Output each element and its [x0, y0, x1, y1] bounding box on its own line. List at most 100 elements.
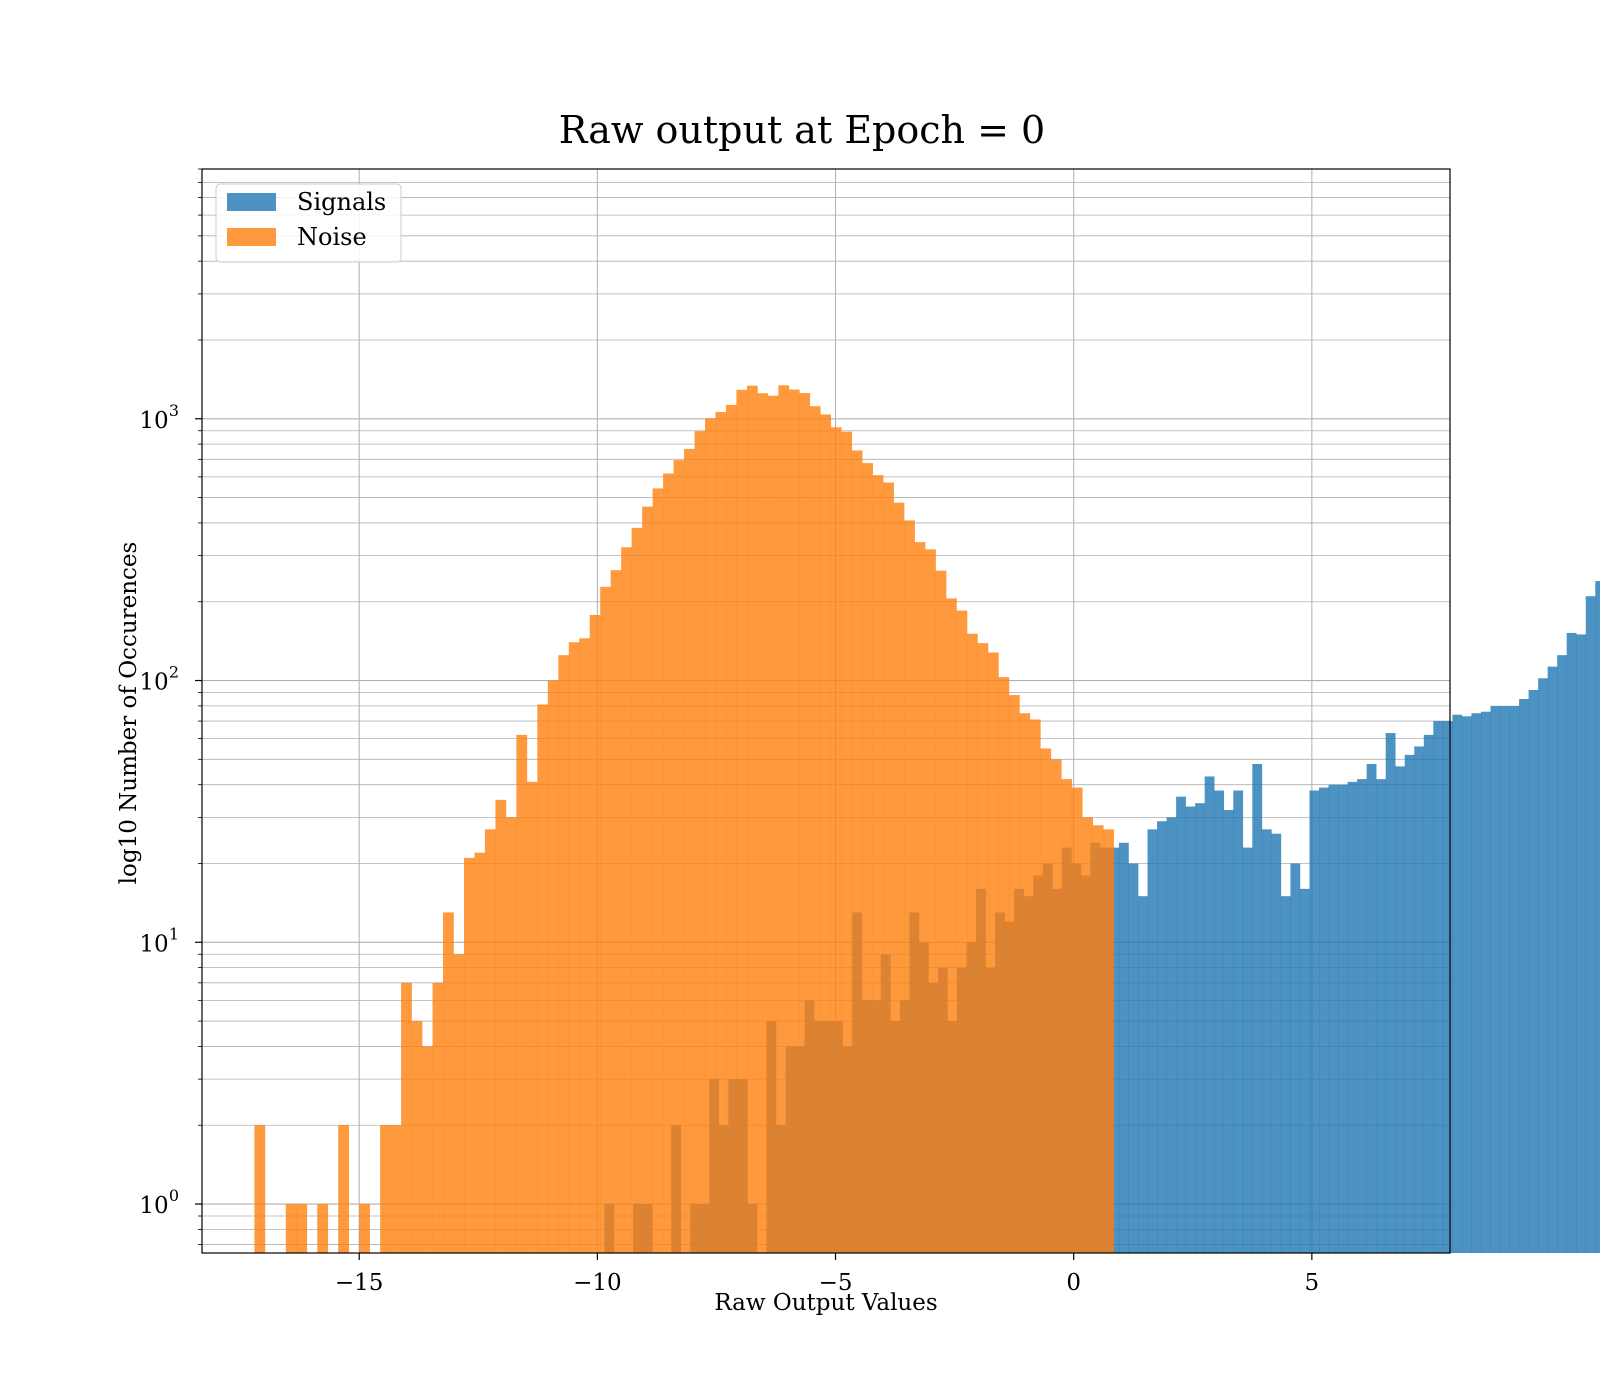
- histogram-bar: [1233, 790, 1244, 1253]
- histogram-bar: [1319, 787, 1329, 1253]
- histogram-bar: [663, 473, 674, 1253]
- histogram-bar: [736, 389, 748, 1253]
- histogram-bar: [694, 431, 706, 1254]
- legend-swatch-noise: [227, 228, 276, 246]
- histogram-bar: [484, 829, 496, 1253]
- histogram-bar: [1299, 888, 1310, 1253]
- x-tick-label: −10: [573, 1270, 622, 1296]
- histogram-bar: [1223, 810, 1234, 1253]
- histogram-bar: [1423, 734, 1434, 1253]
- histogram-bar: [505, 817, 517, 1253]
- histogram-bar: [621, 547, 632, 1253]
- histogram-bar: [851, 450, 863, 1253]
- x-tick-label: 0: [1066, 1270, 1081, 1296]
- y-axis-label: log10 Number of Occurences: [116, 542, 142, 885]
- plot-frame: [201, 168, 1451, 1254]
- histogram-bar: [1176, 796, 1186, 1253]
- histogram-bar: [1338, 784, 1348, 1253]
- histogram-bar: [925, 549, 936, 1253]
- histogram-bar: [652, 488, 664, 1253]
- x-tick-label: −5: [819, 1270, 853, 1296]
- histogram-bar: [1185, 806, 1196, 1253]
- histogram-bar: [904, 520, 915, 1253]
- histogram-bar: [1576, 634, 1587, 1253]
- histogram-bar: [631, 527, 643, 1253]
- histogram-bar: [474, 852, 486, 1253]
- histogram-bar: [610, 570, 622, 1253]
- histogram-bar: [1528, 690, 1539, 1253]
- y-tick-exponent: 3: [169, 401, 179, 420]
- histogram-bar: [977, 643, 989, 1253]
- histogram-bar: [1071, 787, 1083, 1253]
- histogram-bar: [1500, 705, 1510, 1253]
- histogram-bar: [883, 482, 894, 1253]
- histogram-bar: [401, 982, 412, 1253]
- histogram-bar: [935, 570, 947, 1253]
- histogram-bar: [830, 427, 842, 1253]
- histogram-bar: [568, 642, 580, 1253]
- histogram-bar: [338, 1125, 350, 1253]
- histogram-bar: [1138, 896, 1148, 1253]
- histogram-bar: [1566, 632, 1577, 1253]
- histogram-bar: [820, 414, 832, 1253]
- histogram-bar: [1195, 803, 1205, 1253]
- legend-label-noise: Noise: [297, 223, 367, 251]
- y-tick-exponent: 0: [169, 1186, 179, 1205]
- histogram-bar: [1309, 790, 1320, 1253]
- histogram-bar: [443, 912, 454, 1253]
- histogram-bar: [1261, 829, 1272, 1253]
- histogram-bar: [1480, 711, 1491, 1253]
- y-tick-label: 10: [139, 408, 168, 434]
- histogram-bar: [1157, 821, 1167, 1253]
- histogram-bar: [725, 404, 737, 1253]
- histogram-bar: [1538, 678, 1548, 1253]
- histogram-bar: [1385, 733, 1396, 1253]
- histogram-bar: [1347, 781, 1358, 1253]
- histogram-bar: [1290, 863, 1301, 1253]
- histogram-bar: [495, 799, 507, 1253]
- histogram-bar: [411, 1021, 423, 1253]
- histogram-bar: [673, 460, 685, 1253]
- histogram-bar: [254, 1125, 266, 1253]
- histogram-bar: [1471, 713, 1482, 1253]
- histogram-bar: [1366, 763, 1377, 1253]
- histogram-bar: [453, 954, 465, 1253]
- histogram-bar: [1103, 829, 1115, 1253]
- histogram-bar: [799, 393, 811, 1254]
- histogram-bar: [914, 542, 926, 1253]
- histogram-bar: [966, 633, 978, 1253]
- y-tick-exponent: 1: [169, 924, 179, 943]
- histogram-bar: [526, 781, 538, 1253]
- histogram-bar: [757, 393, 769, 1253]
- histogram-bar: [579, 638, 591, 1253]
- histogram-bar: [422, 1046, 433, 1253]
- histogram-bar: [1595, 581, 1600, 1253]
- histogram-bar: [998, 677, 1010, 1253]
- histogram-bar: [788, 389, 800, 1254]
- histogram-bar: [1204, 776, 1215, 1253]
- histogram-bar: [956, 610, 968, 1253]
- histogram-bar: [1128, 863, 1139, 1253]
- histogram-bar: [1376, 779, 1386, 1253]
- histogram-bar: [715, 412, 727, 1253]
- histogram-bar: [1509, 705, 1520, 1253]
- series-noise: [254, 385, 1115, 1254]
- histogram-bar: [1271, 833, 1282, 1253]
- histogram-bar: [642, 506, 653, 1253]
- y-tick-label: 10: [139, 931, 168, 957]
- histogram-bar: [600, 586, 611, 1253]
- histogram-bar: [872, 475, 884, 1254]
- histogram-bar: [1452, 714, 1463, 1253]
- histogram-bar: [1252, 763, 1263, 1253]
- histogram-bar: [1519, 699, 1529, 1253]
- x-axis-label: Raw Output Values: [714, 1290, 937, 1316]
- y-tick-label: 10: [139, 1193, 168, 1219]
- histogram-bar: [558, 655, 570, 1253]
- histogram-bar: [1050, 759, 1062, 1253]
- histogram-bar: [516, 734, 528, 1253]
- histogram-bar: [893, 502, 905, 1253]
- chart-title: Raw output at Epoch = 0: [559, 108, 1045, 152]
- histogram-bar: [1008, 695, 1020, 1253]
